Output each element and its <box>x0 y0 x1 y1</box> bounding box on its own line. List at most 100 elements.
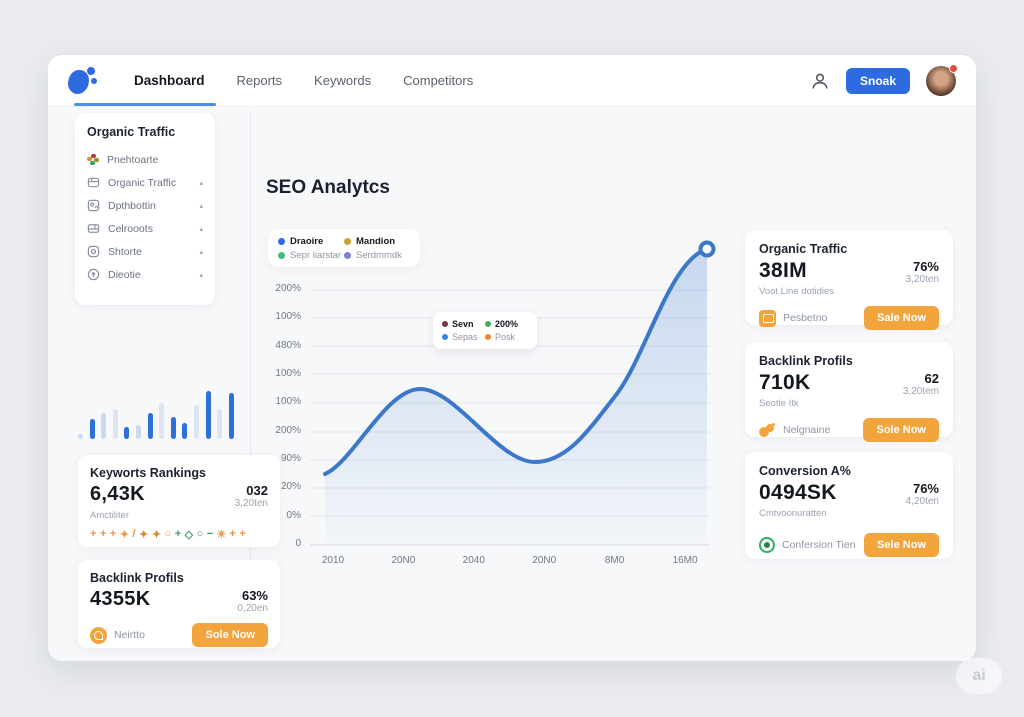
card-stat-sub: 0,20en <box>237 603 268 614</box>
vertical-divider <box>250 111 251 651</box>
mini-bar <box>205 391 211 439</box>
mini-bar <box>194 405 199 439</box>
keywords-rankings-card: Keyworts Rankings 6,43K 032 3,20ten Amct… <box>78 455 280 547</box>
mini-bar <box>124 427 130 439</box>
notification-dot <box>949 63 958 73</box>
card-stat-sub: 3,20ten <box>234 498 268 509</box>
keyword-symbol-icon: ✦ <box>151 529 162 541</box>
x-axis-tick: 2010 <box>321 555 345 566</box>
card-value: 4355K <box>90 588 151 610</box>
keyword-symbol-icon: + <box>109 528 117 540</box>
compass-icon <box>87 268 100 281</box>
avatar[interactable] <box>926 63 958 96</box>
keyword-symbol-icon: + <box>90 528 97 540</box>
sidebar-item-label: Pnehtoarte <box>107 153 159 166</box>
legend-dot <box>344 237 351 245</box>
keyword-symbol-icon: ✦ <box>119 529 130 541</box>
chart-legend: Draoire Mandion Sepr liarstar Serdmmdk <box>268 229 420 267</box>
brand-logo-icon[interactable] <box>68 66 98 96</box>
keyword-symbol-icon: ✦ <box>139 529 149 541</box>
sale-now-button[interactable]: Sole Now <box>192 623 268 647</box>
user-icon[interactable] <box>810 71 830 91</box>
y-axis-tick: 480% <box>275 339 301 351</box>
sale-now-button[interactable]: Sele Now <box>864 533 939 557</box>
tooltip-item: Sevn <box>442 319 485 329</box>
card-value: 6,43K <box>90 483 145 505</box>
footer-label: Nelgnaine <box>783 424 831 436</box>
keyword-symbols-row: + + + ✦ / ✦ ✦ ○ + ◇ ○ − ✳ + + <box>90 528 268 541</box>
legend-item: Draoire <box>278 236 344 247</box>
legend-dot <box>278 251 285 259</box>
chevron-up-icon: ▴ <box>199 248 203 256</box>
sidebar-item-pnehtoarte[interactable]: Pnehtoarte <box>87 148 203 171</box>
contact-icon <box>87 199 100 212</box>
ai-watermark-badge: ai <box>956 658 1002 694</box>
active-tab-underline <box>74 103 216 106</box>
keyword-symbol-icon: + <box>229 528 236 540</box>
top-nav: Dashboard Reports Keywords Competitors S… <box>48 55 976 107</box>
y-axis-tick: 200% <box>275 424 301 436</box>
legend-dot <box>278 237 285 245</box>
keyword-symbol-icon: + <box>99 528 107 540</box>
card-subtitle: Amctiliter <box>90 510 130 521</box>
sidebar-item-label: Dieotie <box>108 268 141 281</box>
sidebar-item-label: Organic Traffic <box>108 176 177 189</box>
organic-traffic-card: Organic Traffic 38IM 76% 3,20ten Voot Li… <box>745 230 953 330</box>
backlink-profils-card-right: Backlink Profils 710K 62 3,20tem Seotie … <box>745 342 953 442</box>
area-fill <box>325 249 707 545</box>
y-axis-tick: 90% <box>280 453 301 465</box>
tab-competitors[interactable]: Competitors <box>403 73 474 88</box>
keyword-symbol-icon: ◇ <box>184 529 194 541</box>
card-value: 710K <box>759 371 811 394</box>
keyword-symbol-icon: ✳ <box>216 529 226 541</box>
card-stat: 032 <box>246 483 268 498</box>
legend-item: Sepr liarstar <box>278 250 344 261</box>
card-title: Backlink Profils <box>759 354 853 368</box>
keyword-symbol-icon: − <box>206 528 214 540</box>
sale-now-button[interactable]: Sale Now <box>864 306 939 330</box>
sidebar-title: Organic Traffic <box>87 125 176 139</box>
mini-bar <box>101 413 107 439</box>
sidebar-item-shtorte[interactable]: Shtorte ▴ <box>87 240 203 263</box>
legend-item: Serdmmdk <box>344 250 410 261</box>
card-stat-sub: 3,20tem <box>902 386 939 397</box>
footer-label: Neirtto <box>114 629 145 641</box>
mini-bar <box>112 409 118 439</box>
sidebar-item-organic-traffic[interactable]: Organic Traffic ▴ <box>87 171 203 194</box>
sale-now-button[interactable]: Sole Now <box>863 418 939 442</box>
x-axis-tick: 20N0 <box>532 555 557 566</box>
card-value: 0494SK <box>759 481 837 504</box>
tab-keywords[interactable]: Keywords <box>314 73 372 88</box>
card-title: Organic Traffic <box>759 242 848 256</box>
footer-label: Confersion Tien <box>782 539 856 551</box>
mini-bar <box>170 417 176 439</box>
content-area: Organic Traffic Pnehtoarte Organic Traff… <box>48 107 976 661</box>
mini-bar <box>228 393 234 439</box>
y-axis-tick: 200% <box>275 283 301 294</box>
card-stat: 76% <box>912 481 939 496</box>
blob-icon <box>759 422 776 438</box>
keyword-symbol-icon: ○ <box>196 528 204 540</box>
mini-bar <box>182 423 188 439</box>
x-axis-tick: 8M0 <box>604 555 625 566</box>
card-stat: 63% <box>241 588 268 603</box>
endpoint-marker <box>698 240 716 258</box>
sidebar-item-label: Shtorte <box>108 245 142 258</box>
sidebar-item-dpthbottin[interactable]: Dpthbottin ▴ <box>87 194 203 217</box>
card-title: Keyworts Rankings <box>90 466 207 480</box>
sidebar-item-dieotie[interactable]: Dieotie ▴ <box>87 263 203 286</box>
tooltip-item: Sepas <box>442 332 485 342</box>
sidebar-item-celrooots[interactable]: Celrooots ▴ <box>87 217 203 240</box>
mini-bar <box>217 409 223 439</box>
mini-bar-chart <box>78 369 243 439</box>
tab-dashboard[interactable]: Dashboard <box>134 73 205 88</box>
keyword-symbol-icon: / <box>132 528 136 540</box>
chevron-up-icon: ▴ <box>199 225 203 233</box>
keyword-symbol-icon: ○ <box>164 528 172 540</box>
card-stat-sub: 4,20ten <box>905 496 939 507</box>
y-axis-tick: 100% <box>275 368 301 380</box>
signin-button[interactable]: Snoak <box>845 67 910 94</box>
mini-bar <box>136 425 141 439</box>
tooltip-item: Posk <box>485 332 528 342</box>
tab-reports[interactable]: Reports <box>236 73 283 88</box>
